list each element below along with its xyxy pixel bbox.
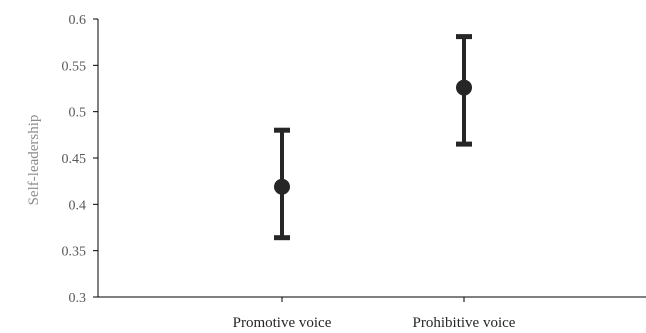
y-axis: 0.3 0.35 0.4 0.45 0.5 0.55 0.6 xyxy=(62,13,99,306)
y-tick-label: 0.4 xyxy=(69,198,87,213)
y-tick-label: 0.45 xyxy=(62,152,87,167)
y-tick-label: 0.6 xyxy=(69,13,87,28)
x-category-label: Promotive voice xyxy=(233,315,332,331)
y-axis-title: Self-leadership xyxy=(26,115,42,206)
x-axis: Promotive voice Prohibitive voice xyxy=(98,296,646,331)
data-point xyxy=(274,178,290,195)
y-tick-label: 0.35 xyxy=(62,245,87,260)
y-tick-label: 0.55 xyxy=(62,59,87,74)
y-tick-label: 0.3 xyxy=(69,291,87,306)
data-point xyxy=(456,79,472,96)
x-category-label: Prohibitive voice xyxy=(413,315,516,331)
plot-area xyxy=(274,34,472,241)
y-tick-label: 0.5 xyxy=(69,106,87,121)
